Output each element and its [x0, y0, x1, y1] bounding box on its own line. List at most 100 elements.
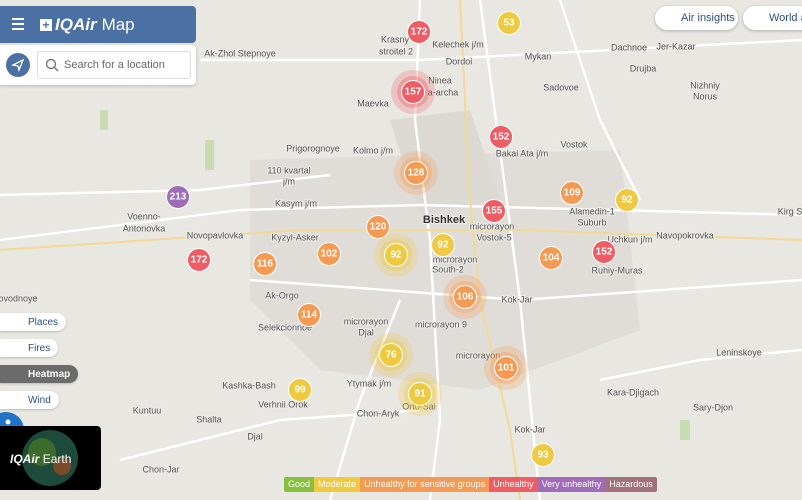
place-label: Sary-Djon: [693, 402, 733, 412]
place-label: Bakai Ata j/m: [496, 148, 549, 158]
marker-dot: [560, 181, 584, 205]
place-label: Maevka: [357, 98, 389, 108]
button-label: Air insights: [681, 12, 735, 24]
aqi-marker[interactable]: 128: [394, 151, 438, 195]
marker-dot: [166, 185, 190, 209]
place-label: Kok-Jar: [514, 424, 545, 434]
menu-button[interactable]: [0, 6, 40, 43]
aqi-marker[interactable]: 120: [366, 215, 390, 239]
marker-value: 101: [498, 363, 515, 374]
marker-value: 172: [411, 27, 428, 38]
place-label: Nizhniy: [690, 80, 720, 90]
aqi-marker[interactable]: 213: [166, 185, 190, 209]
aqi-marker[interactable]: 104: [539, 246, 563, 270]
aqi-marker[interactable]: 116: [253, 252, 277, 276]
place-label: Dordoi: [446, 56, 473, 66]
marker-value: 92: [621, 195, 633, 206]
marker-value: 152: [596, 247, 613, 258]
world-ranking-button[interactable]: World a: [743, 6, 802, 30]
place-label: Kirg S: [778, 206, 802, 216]
places-toggle[interactable]: Places: [0, 313, 67, 331]
layer-label: Wind: [28, 394, 51, 406]
aqi-marker[interactable]: 93: [531, 443, 555, 467]
marker-dot: [453, 285, 477, 309]
marker-dot: [539, 246, 563, 270]
search-input[interactable]: Search for a location: [37, 51, 191, 79]
place-label: microrayon: [456, 350, 501, 360]
marker-dot: [431, 233, 455, 257]
aqi-marker[interactable]: 157: [391, 70, 435, 114]
place-label: Kok-Jar: [501, 294, 532, 304]
marker-dot: [317, 242, 341, 266]
place-label: Kasym j/m: [275, 198, 317, 208]
locate-button[interactable]: [5, 52, 31, 78]
fires-toggle[interactable]: Fires: [0, 339, 59, 357]
place-label: Leninskoye: [716, 347, 762, 357]
place-label: Novopavlovka: [187, 230, 244, 240]
layer-label: Heatmap: [28, 368, 71, 380]
aqi-marker[interactable]: 106: [443, 275, 487, 319]
marker-value: 106: [457, 292, 474, 303]
marker-dot: [494, 356, 518, 380]
marker-dot: [615, 188, 639, 212]
aqi-marker[interactable]: 109: [560, 181, 584, 205]
place-label: Mykan: [525, 51, 552, 61]
marker-value: 114: [301, 310, 318, 321]
place-label: Jer-Kazar: [656, 41, 695, 51]
place-label: Dachnoe: [611, 42, 647, 52]
aqi-marker[interactable]: 76: [369, 333, 413, 377]
place-label: microrayon 9: [415, 319, 467, 329]
place-label: Kyzyl-Asker: [271, 232, 319, 242]
place-label: 110 kvartal: [267, 165, 310, 175]
marker-value: 53: [503, 18, 515, 29]
aqi-marker[interactable]: 155: [482, 199, 506, 223]
place-label: Ruhiy-Muras: [591, 265, 643, 275]
marker-dot: [404, 161, 428, 185]
aqi-marker[interactable]: 172: [187, 248, 211, 272]
marker-value: 213: [170, 192, 187, 203]
air-insights-button[interactable]: Air insights: [655, 6, 738, 30]
aqi-marker[interactable]: 92: [374, 233, 418, 277]
aqi-marker[interactable]: 114: [297, 303, 321, 327]
earth-globe: [22, 430, 78, 486]
place-label: j/m: [282, 176, 295, 186]
place-label: Ninea: [428, 75, 452, 85]
heatmap-toggle[interactable]: Heatmap: [0, 365, 79, 383]
aqi-marker[interactable]: 91: [398, 372, 442, 416]
marker-value: 104: [543, 253, 560, 264]
search-panel: Search for a location: [0, 45, 196, 85]
place-label: Ytymak j/m: [347, 378, 392, 388]
place-label: stroitel 2: [379, 46, 413, 56]
marker-dot: [482, 199, 506, 223]
layer-label: Fires: [28, 342, 51, 354]
place-label: Chon-Jar: [142, 464, 179, 474]
place-label: Prigorognoye: [286, 143, 340, 153]
marker-value: 172: [191, 255, 208, 266]
place-label: Uchkun j/m: [607, 234, 652, 244]
earth-thumbnail[interactable]: IQAir Earth: [0, 426, 101, 490]
aqi-marker[interactable]: 102: [317, 242, 341, 266]
logo-icon: +: [40, 18, 52, 31]
aqi-marker[interactable]: 53: [497, 11, 521, 35]
place-label: Djal: [247, 431, 263, 441]
aqi-marker[interactable]: 99: [288, 378, 312, 402]
search-placeholder: Search for a location: [64, 59, 165, 71]
place-label: a-archa: [428, 87, 459, 97]
marker-dot: [407, 20, 431, 44]
aqi-marker[interactable]: 152: [489, 125, 513, 149]
marker-value: 102: [321, 249, 338, 260]
aqi-marker[interactable]: 92: [431, 233, 455, 257]
aqi-marker[interactable]: 92: [615, 188, 639, 212]
aqi-marker[interactable]: 101: [484, 346, 528, 390]
aqi-marker[interactable]: 152: [592, 240, 616, 264]
marker-dot: [187, 248, 211, 272]
place-label: ovodnoye: [0, 293, 38, 303]
header-bar: + IQAir Map: [0, 6, 196, 43]
aqi-legend: Good Moderate Unhealthy for sensitive grou…: [284, 477, 657, 492]
aqi-marker[interactable]: 172: [407, 20, 431, 44]
place-label: Kolmo j/m: [353, 145, 393, 155]
place-label: Ak-Zhol Stepnoye: [204, 48, 276, 58]
wind-toggle[interactable]: Wind: [0, 391, 59, 409]
place-label: Shalta: [196, 414, 222, 424]
legend-item: Moderate: [314, 477, 361, 492]
